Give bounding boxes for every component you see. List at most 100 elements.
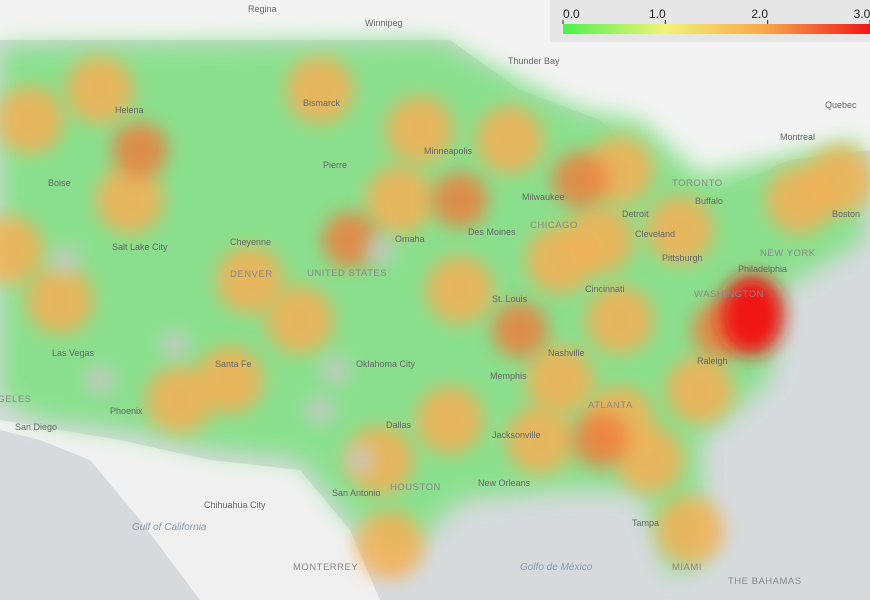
place-label: NEW YORK (760, 248, 816, 259)
place-label: Philadelphia (738, 264, 787, 274)
heat-blob (356, 511, 424, 579)
heatmap (0, 40, 870, 579)
place-label: Regina (248, 4, 277, 14)
heat-blob (66, 56, 134, 124)
place-label: Jacksonville (492, 430, 541, 440)
place-label: HOUSTON (390, 482, 441, 493)
place-label: Las Vegas (52, 348, 95, 358)
heat-blob (26, 266, 94, 334)
heat-blob (112, 122, 168, 178)
place-label: Oklahoma City (356, 359, 416, 369)
heat-blob (476, 106, 544, 174)
place-label: Nashville (548, 348, 585, 358)
heat-low (161, 331, 189, 359)
colorbar-panel (550, 0, 870, 42)
place-label: Cleveland (635, 229, 675, 239)
place-label: DENVER (230, 269, 273, 280)
colorbar-gradient (563, 24, 870, 34)
place-label: Cincinnati (585, 284, 625, 294)
place-label: Buffalo (695, 196, 723, 206)
place-label: New Orleans (478, 478, 531, 488)
heat-low (346, 446, 374, 474)
heat-blob (566, 206, 634, 274)
place-label: Helena (115, 105, 144, 115)
heat-low (51, 246, 79, 274)
heat-blob (426, 256, 494, 324)
place-label: Santa Fe (215, 359, 252, 369)
place-label: Pittsburgh (662, 253, 703, 263)
heat-blob (572, 412, 628, 468)
heat-blob (526, 346, 594, 414)
heat-blob (586, 286, 654, 354)
heat-blob (386, 96, 454, 164)
place-label: Cheyenne (230, 237, 271, 247)
heat-blob (216, 246, 284, 314)
heat-blob (416, 386, 484, 454)
place-label: Phoenix (110, 406, 143, 416)
place-label: UNITED STATES (307, 268, 387, 279)
place-label: TORONTO (672, 178, 723, 189)
heat-low (306, 396, 334, 424)
place-label: Quebec (825, 100, 857, 110)
heat-blob (552, 152, 608, 208)
colorbar-tick-label: 0.0 (563, 7, 580, 21)
place-label: Boston (832, 209, 860, 219)
place-label: Milwaukee (522, 192, 565, 202)
heat-low (366, 236, 394, 264)
heat-blob (432, 172, 488, 228)
place-label: Des Moines (468, 227, 516, 237)
place-label: San Diego (15, 422, 57, 432)
place-label: MONTERREY (293, 562, 358, 573)
place-label: St. Louis (492, 294, 528, 304)
heat-blob (0, 86, 64, 154)
heat-blob (346, 426, 414, 494)
colorbar-tick-label: 2.0 (751, 7, 768, 21)
mexico (0, 420, 380, 600)
place-label: MIAMI (672, 562, 702, 573)
place-label: Montreal (780, 132, 815, 142)
place-label: Thunder Bay (508, 56, 560, 66)
heat-blob (616, 426, 684, 494)
heat-blob (366, 166, 434, 234)
place-label: Omaha (395, 234, 425, 244)
heat-blob (322, 212, 378, 268)
heat-low (86, 366, 114, 394)
colorbar: 0.0 1.0 2.0 3.0 (550, 0, 870, 42)
heat-blob (656, 496, 724, 564)
labels: Regina Winnipeg Thunder Bay Quebec Montreal T… (0, 4, 860, 587)
heat-blob (646, 196, 714, 264)
place-label: Boise (48, 178, 71, 188)
place-label: Dallas (386, 420, 412, 430)
place-label: Minneapolis (424, 146, 473, 156)
place-label: Gulf of California (132, 522, 207, 533)
place-label: Tampa (632, 518, 659, 528)
heat-blob (506, 406, 574, 474)
place-label: Memphis (490, 371, 527, 381)
place-label: Pierre (323, 160, 347, 170)
place-label: Salt Lake City (112, 242, 168, 252)
heat-blob (286, 56, 354, 124)
heat-blob (96, 166, 164, 234)
place-label: THE BAHAMAS (728, 576, 802, 587)
place-label: Detroit (622, 209, 649, 219)
heat-low (321, 356, 349, 384)
place-label: Winnipeg (365, 18, 403, 28)
place-label: Chihuahua City (204, 500, 266, 510)
colorbar-tick-label: 3.0 (854, 7, 870, 21)
colorbar-tick-label: 1.0 (649, 7, 666, 21)
heat-blob (266, 286, 334, 354)
place-label: ATLANTA (588, 400, 633, 411)
place-label: Raleigh (697, 356, 728, 366)
heat-blob (146, 366, 214, 434)
heat-blob (806, 146, 870, 214)
heat-blob (666, 356, 734, 424)
place-label: Bismarck (303, 98, 341, 108)
place-label: San Antonio (332, 488, 381, 498)
place-label: LOS ANGELES (0, 394, 32, 405)
colorbar-ticks: 0.0 1.0 2.0 3.0 (562, 7, 870, 24)
heat-blob (492, 302, 548, 358)
place-label: WASHINGTON (694, 289, 764, 300)
heat-peak (720, 275, 784, 355)
heat-blob (0, 216, 44, 284)
